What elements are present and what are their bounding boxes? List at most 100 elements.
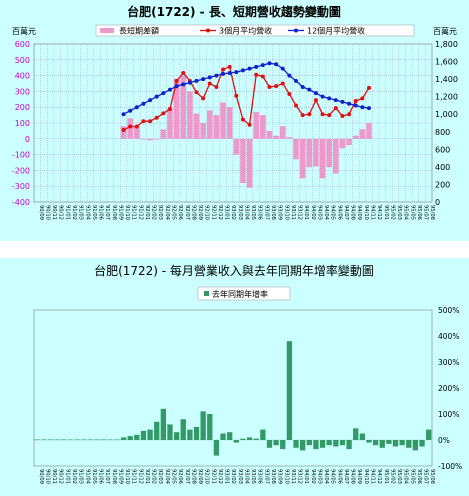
chart1-short-point [128, 124, 133, 129]
chart1-right-tick: 1,200 [435, 93, 458, 102]
chart2-x-tick: 92/05 [170, 469, 176, 484]
chart1-x-tick: 91/06 [98, 205, 104, 220]
chart2-yoy-bar [260, 429, 266, 440]
chart1-x-tick: 92/10 [204, 205, 210, 220]
chart1-x-tick: 91/09 [117, 205, 123, 220]
chart1-long-point [260, 63, 265, 68]
chart2-yoy-bar [127, 436, 133, 440]
chart1-short-point [174, 78, 179, 83]
chart1-long-point [134, 105, 139, 110]
chart1-right-tick: 1,800 [435, 40, 458, 49]
chart1-short-point [141, 119, 146, 124]
chart2-x-tick: 90/11 [51, 469, 57, 484]
chart1-diff-bar [193, 113, 200, 139]
chart1-frame [33, 43, 433, 203]
chart1-right-tick: 1,000 [435, 110, 458, 119]
chart1-short-point [121, 128, 126, 133]
chart1-short-point [148, 119, 153, 124]
chart2-yoy-bar [107, 439, 113, 441]
chart2-x-tick: 94/08 [350, 469, 356, 484]
chart1-diff-bar [134, 126, 140, 139]
chart1-long-point [313, 91, 318, 96]
chart1-left-tick: -400 [12, 198, 30, 207]
chart2-yoy-bar [200, 411, 206, 440]
chart1-x-tick: 91/04 [84, 205, 90, 221]
chart1-short-point [221, 67, 226, 72]
chart2-x-tick: 95/04 [403, 469, 409, 485]
chart1-legend-marker [206, 28, 210, 33]
chart2-x-tick: 90/09 [38, 469, 44, 484]
chart2-x-tick: 91/11 [131, 469, 137, 484]
chart1-right-tick: 600 [435, 145, 450, 154]
chart1-x-tick: 91/12 [137, 205, 143, 220]
chart1-left-tick: -300 [12, 182, 30, 191]
chart1-x-tick: 93/09 [277, 205, 283, 220]
chart1-long-point [254, 64, 259, 69]
chart1-diff-bar [346, 138, 352, 146]
chart2-x-tick: 92/07 [184, 469, 190, 484]
chart2-yoy-bar [319, 440, 326, 448]
chart1-right-tick: 200 [435, 180, 450, 189]
chart1-x-tick: 93/11 [290, 205, 296, 220]
chart2-yoy-bar [54, 439, 60, 441]
chart1-legend-swatch [100, 28, 114, 33]
chart1-short-point [181, 70, 186, 75]
chart2-yoy-bar [406, 440, 412, 448]
chart1-x-tick: 91/11 [131, 205, 137, 220]
chart2-yoy-bar [220, 433, 226, 440]
chart1-diff-bar [153, 138, 160, 140]
chart1-short-point [260, 74, 265, 79]
chart1-short-point [247, 122, 252, 127]
chart2-x-tick: 91/10 [124, 469, 130, 484]
chart1-long-point [294, 78, 299, 83]
chart1-diff-bar [279, 126, 286, 139]
chart2-yoy-bar [67, 439, 74, 441]
chart2-x-tick: 93/04 [243, 469, 249, 485]
chart2-yoy-bar [187, 429, 193, 440]
chart2-x-tick: 91/02 [71, 469, 77, 484]
chart1-short-point [267, 85, 272, 90]
chart1-diff-bar [253, 111, 260, 139]
chart1-short-point [340, 113, 345, 118]
chart2-x-tick: 93/09 [277, 469, 283, 484]
chart1-left-unit: 百萬元 [12, 26, 36, 36]
chart2-right-tick: 0% [438, 436, 450, 445]
chart1-long-point [347, 101, 352, 106]
chart1-x-tick: 95/05 [409, 205, 415, 220]
chart2-x-tick: 90/12 [58, 469, 64, 484]
chart2-yoy-bar [246, 437, 253, 440]
chart2-x-tick: 91/05 [91, 469, 97, 484]
chart2-x-tick: 93/07 [263, 469, 269, 484]
chart2-right-tick: -100% [438, 462, 462, 471]
chart1-right-tick: 800 [435, 128, 450, 137]
chart1-diff-bar [339, 138, 346, 149]
chart1-x-tick: 91/10 [124, 205, 130, 220]
chart2-axes: -100%0%100%200%300%400%500%90/09 90/10 90/… [33, 306, 462, 485]
chart1-short-point [347, 112, 352, 117]
chart2-x-tick: 95/03 [396, 469, 402, 484]
chart1-diff-bar [127, 118, 133, 139]
chart2-yoy-bar [372, 440, 379, 446]
chart2-yoy-bar [213, 440, 220, 456]
chart2-title: 台肥(1722) - 每月營業收入與去年同期年增率變動圖 [94, 263, 374, 278]
chart2-x-tick: 94/01 [303, 469, 309, 484]
chart1-x-tick: 92/09 [197, 205, 203, 220]
chart2-yoy-bar [147, 429, 153, 440]
chart1-long-point [214, 73, 219, 78]
chart1-long-point [327, 96, 332, 101]
chart1-diff-bar [366, 123, 372, 139]
chart2-yoy-bar [306, 440, 312, 446]
chart2-yoy-bar [273, 440, 279, 446]
chart1-x-tick: 93/05 [250, 205, 256, 220]
chart2-yoy-bar [333, 440, 339, 447]
chart2-yoy-bar [100, 439, 107, 441]
chart1-diff-bar [140, 138, 147, 140]
chart2-x-tick: 91/08 [111, 469, 117, 484]
chart1-x-tick: 93/04 [243, 205, 249, 221]
chart2-yoy-bar [180, 419, 186, 440]
chart2-x-tick: 92/04 [164, 469, 170, 485]
chart2-yoy-bar [167, 424, 173, 440]
chart1-legend-label: 3個月平均營收 [219, 26, 272, 36]
chart1-diff-bar [266, 130, 273, 139]
chart1-long-point [148, 98, 153, 103]
